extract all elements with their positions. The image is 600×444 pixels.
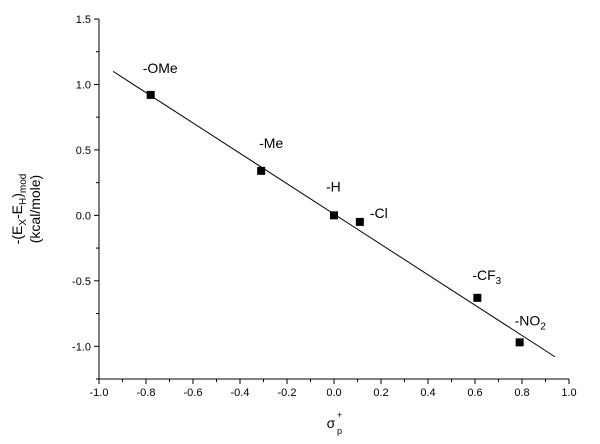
y-tick-label: 0.5	[76, 145, 91, 157]
point-label-subscript: 3	[496, 276, 502, 287]
point-label-text: -OMe	[143, 60, 178, 76]
x-tick-label: -0.6	[184, 387, 203, 399]
y-axis-title-line2: (kcal/mole)	[27, 175, 43, 243]
point-label: -OMe	[143, 60, 178, 76]
plot-area: -1.0 -0.8 -0.6 -0.4 -0.2 0.0 0.2 0.4 0.6 0.8 1.0 1.…	[9, 14, 577, 436]
point-label: -CF3	[472, 267, 501, 287]
point-label-text: -Cl	[370, 205, 388, 221]
point-label: -H	[326, 178, 341, 194]
data-point	[146, 90, 155, 99]
y-tick-label: 1.0	[76, 79, 91, 91]
data-point	[257, 166, 266, 175]
x-axis-title-main: σ	[327, 415, 336, 431]
point-label: -Me	[259, 135, 283, 151]
y-axis-title-part: )	[9, 193, 25, 198]
y-axis-title-part: -(E	[9, 226, 25, 245]
x-tick-label: 0.4	[420, 387, 435, 399]
point-label-text: -Me	[259, 135, 283, 151]
y-axis-title-part: H	[18, 198, 29, 205]
x-axis-title-sub: p	[337, 426, 342, 436]
data-point	[330, 211, 338, 220]
x-axis-title-sup: +	[337, 410, 342, 420]
x-tick-label: 0.6	[467, 387, 482, 399]
x-tick-label: 1.0	[561, 387, 576, 399]
y-tick-label: 0.0	[76, 210, 91, 222]
y-tick-label: -1.0	[72, 341, 91, 353]
x-tick-label: 0.2	[373, 387, 388, 399]
x-tick-label: -1.0	[90, 387, 109, 399]
point-label-text: -NO	[515, 312, 541, 328]
x-tick-label: 0.0	[326, 387, 341, 399]
point-label-text: -CF	[472, 267, 495, 283]
y-axis-title-line1: -(EX-EH)mod	[9, 174, 29, 245]
data-point	[355, 217, 364, 226]
x-tick-label: -0.2	[278, 387, 297, 399]
y-tick-label: -0.5	[72, 276, 91, 288]
y-tick-label: 1.5	[76, 14, 91, 26]
point-label-text: -H	[326, 178, 341, 194]
x-tick-label: -0.4	[231, 387, 250, 399]
y-axis-title-part: X	[18, 219, 29, 226]
y-axis-title-part: mod	[18, 174, 29, 193]
point-label: -Cl	[370, 205, 388, 221]
data-point	[473, 293, 482, 302]
point-label-subscript: 2	[540, 321, 546, 332]
y-axis-title-part: -E	[9, 205, 25, 219]
x-axis-title: σ	[327, 415, 336, 431]
data-point	[515, 338, 524, 347]
point-label: -NO2	[515, 312, 547, 332]
x-tick-label: -0.8	[137, 387, 156, 399]
x-tick-label: 0.8	[514, 387, 529, 399]
